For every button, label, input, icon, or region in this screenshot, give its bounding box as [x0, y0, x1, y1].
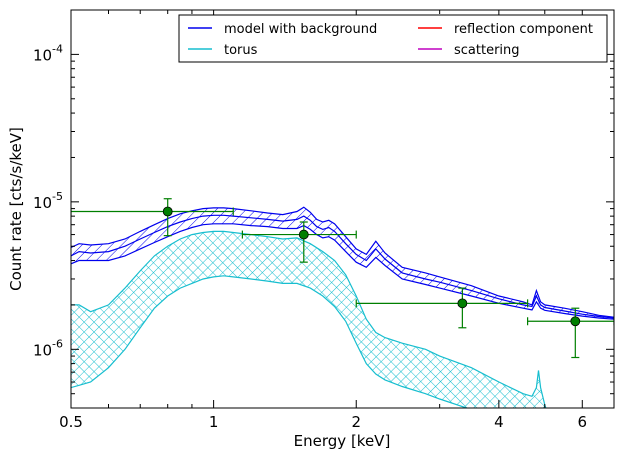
- data-point-marker: [570, 316, 581, 327]
- data-point-3: [355, 287, 529, 329]
- data-point-marker: [162, 206, 173, 217]
- torus-lower-line: [71, 275, 469, 408]
- y-tick-label: 10-5: [33, 190, 63, 212]
- x-tick-labels: 0.5 1 2 4 6: [59, 413, 587, 431]
- legend-entry-reflection-component: reflection component: [418, 22, 593, 37]
- series-layer: [71, 206, 614, 408]
- legend-label: model with background: [224, 22, 377, 37]
- legend-label: torus: [224, 43, 258, 58]
- data-point-marker: [298, 229, 309, 240]
- data-point-2: [241, 221, 357, 263]
- plot-frame: [70, 9, 615, 409]
- x-tick-label: 1: [209, 413, 219, 431]
- data-point-1: [71, 198, 234, 237]
- data-point-4: [527, 307, 614, 359]
- y-axis-title: Count rate [cts/s/keV]: [7, 127, 25, 291]
- data-points-layer: [71, 198, 614, 359]
- x-tick-label: 4: [494, 413, 504, 431]
- y-tick-labels: 10-6 10-5 10-4: [33, 42, 63, 359]
- y-tick-label: 10-6: [33, 337, 63, 359]
- x-tick-label: 2: [351, 413, 361, 431]
- model-with-background-lower-line: [71, 223, 614, 320]
- legend-box: [178, 14, 608, 63]
- torus-band: [71, 231, 546, 408]
- x-tick-label: 0.5: [59, 413, 83, 431]
- torus-series: [71, 230, 547, 408]
- legend-entry-scattering: scattering: [418, 43, 520, 58]
- y-tick-label: 10-4: [33, 42, 63, 64]
- model-with-background-band: [71, 207, 614, 320]
- x-axis-title: Energy [keV]: [294, 432, 391, 450]
- legend: model with background reflection componen…: [178, 14, 608, 63]
- legend-label: reflection component: [454, 22, 593, 37]
- x-tick-label: 6: [578, 413, 588, 431]
- torus-upper-line: [71, 230, 547, 408]
- data-point-marker: [457, 298, 468, 309]
- legend-label: scattering: [454, 43, 520, 58]
- legend-entry-torus: torus: [188, 43, 258, 58]
- axis-ticks: [70, 9, 615, 409]
- legend-entry-model-with-background: model with background: [188, 22, 377, 37]
